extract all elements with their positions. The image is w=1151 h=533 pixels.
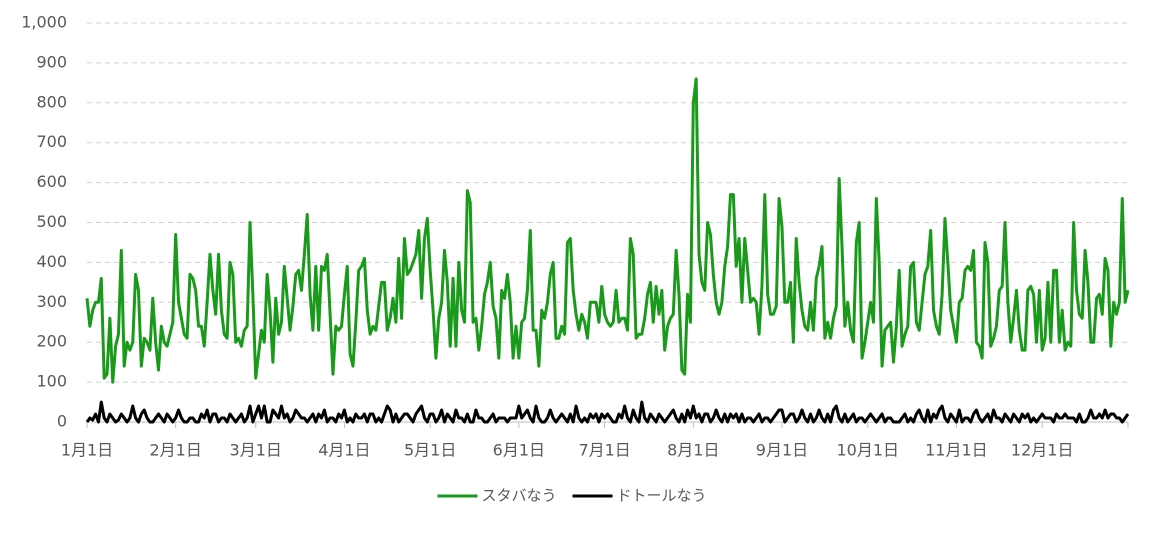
x-tick-label: 7月1日 (578, 441, 630, 460)
y-tick-label: 1,000 (21, 13, 67, 32)
y-tick-label: 300 (36, 292, 67, 311)
x-tick-label: 5月1日 (404, 441, 456, 460)
y-tick-label: 400 (36, 252, 67, 271)
x-tick-label: 3月1日 (230, 441, 282, 460)
y-tick-label: 900 (36, 52, 67, 71)
series-line (85, 400, 1130, 424)
x-tick-label: 9月1日 (756, 441, 808, 460)
x-tick-label: 2月1日 (149, 441, 201, 460)
y-tick-label: 800 (36, 92, 67, 111)
legend-label: ドトールなう (617, 487, 707, 505)
y-tick-label: 700 (36, 132, 67, 151)
x-tick-label: 11月1日 (925, 441, 988, 460)
x-tick-label: 4月1日 (318, 441, 370, 460)
x-tick-label: 1月1日 (61, 441, 113, 460)
x-tick-label: 8月1日 (667, 441, 719, 460)
y-tick-label: 0 (57, 412, 67, 431)
legend-label: スタバなう (482, 487, 557, 505)
x-tick-label: 6月1日 (493, 441, 545, 460)
y-tick-label: 500 (36, 212, 67, 231)
x-tick-label: 10月1日 (836, 441, 899, 460)
y-tick-label: 100 (36, 372, 67, 391)
y-tick-label: 600 (36, 172, 67, 191)
series-line (85, 77, 1130, 384)
x-tick-label: 12月1日 (1011, 441, 1074, 460)
y-tick-label: 200 (36, 332, 67, 351)
